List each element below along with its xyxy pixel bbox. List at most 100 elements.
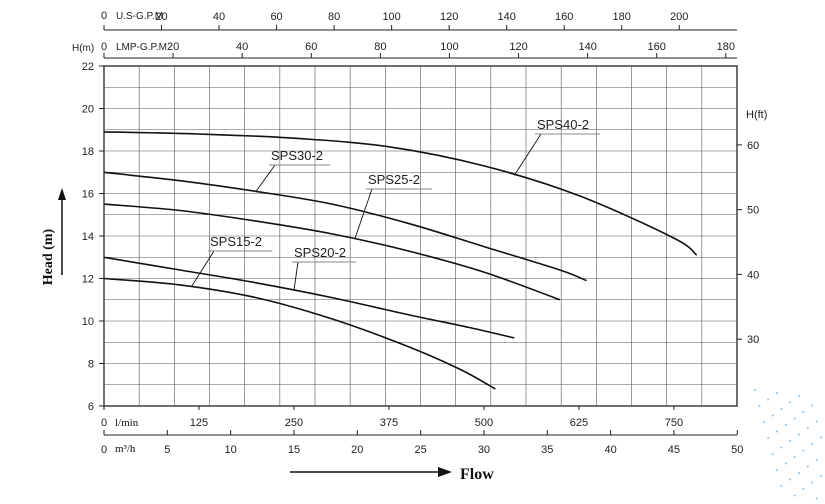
lmin-tick-label: 500 <box>475 417 493 429</box>
flow-arrow <box>290 467 452 477</box>
lmin-tick-label: 0 <box>101 417 107 429</box>
curve-labels: SPS40-2 SPS30-2 SPS25-2 SPS20-2 SPS15-2 <box>191 117 600 291</box>
decor-dot <box>811 481 814 484</box>
leader-line <box>293 261 299 291</box>
decor-dot <box>762 421 765 423</box>
y-tick-label: 16 <box>82 189 94 201</box>
lmp-gpm-tick-label: 100 <box>440 41 458 53</box>
lmp-gpm-tick-label: 140 <box>578 41 596 53</box>
head-axis: 6 8 10 12 14 16 18 20 22 <box>82 61 104 413</box>
decor-dot <box>798 472 800 474</box>
y-tick-label: 14 <box>82 231 94 243</box>
y-axis-title: Head (m) <box>41 228 56 285</box>
m3h-tick-label: 35 <box>541 444 553 456</box>
lmp-gpm-tick-label: 40 <box>236 41 248 53</box>
m3h-tick-label: 45 <box>668 444 680 456</box>
y-tick-label: 18 <box>82 146 94 158</box>
curve-sps20-2 <box>103 256 515 339</box>
decorative-dots <box>754 389 822 500</box>
us-gpm-tick-label: 40 <box>213 11 225 23</box>
grid <box>103 65 738 407</box>
lmp-gpm-tick-label: 80 <box>374 41 386 53</box>
decor-dot <box>789 401 792 404</box>
left-axis-title: H(m) <box>72 43 94 54</box>
leader-line <box>354 188 373 240</box>
decor-dot <box>802 411 805 413</box>
top-axes: 0 20 40 60 80 100 120 140 160 180 200 U.S-G.P.M 0 20 4… <box>101 10 737 59</box>
decor-dot <box>784 462 787 465</box>
lmp-gpm-tick-label: 180 <box>717 41 735 53</box>
decor-dot <box>815 459 818 461</box>
us-gpm-tick-label: 200 <box>670 11 688 23</box>
curve-label-sps40-2: SPS40-2 <box>537 117 589 132</box>
decor-dot <box>806 465 809 468</box>
lmin-axis-name: l/min <box>115 417 139 429</box>
leader-line <box>191 250 215 288</box>
us-gpm-tick-label: 180 <box>613 11 631 23</box>
y-tick-label: 22 <box>82 61 94 73</box>
decor-dot <box>767 437 770 439</box>
decor-dot <box>802 488 805 490</box>
ft-tick-label: 40 <box>747 269 759 281</box>
us-gpm-tick-label: 80 <box>328 11 340 23</box>
right-axis-title: H(ft) <box>746 109 767 121</box>
m3h-tick-label: 30 <box>478 444 490 456</box>
decor-dot <box>793 494 796 497</box>
y-tick-label: 12 <box>82 274 94 286</box>
m3h-tick-label: 5 <box>164 444 170 456</box>
ft-tick-label: 60 <box>747 140 759 152</box>
m3h-tick-label: 20 <box>351 444 363 456</box>
decor-dot <box>789 478 792 481</box>
decor-dot <box>793 417 796 420</box>
decor-dot <box>798 395 800 397</box>
lmin-tick-label: 125 <box>190 417 208 429</box>
m3h-tick-label: 10 <box>225 444 237 456</box>
y-tick-label: 20 <box>82 104 94 116</box>
lmin-tick-label: 625 <box>570 417 588 429</box>
decor-dot <box>793 456 796 458</box>
curve-layer <box>103 131 698 390</box>
y-tick-label: 8 <box>88 359 94 371</box>
decor-dot <box>806 427 809 429</box>
decor-dot <box>771 414 774 417</box>
curve-sps15-2 <box>103 277 496 390</box>
bottom-axes: 0 125 250 375 500 625 750 l/min 0 5 10 15 20 25 30 35 40… <box>101 406 743 456</box>
lmp-gpm-tick-label: 60 <box>305 41 317 53</box>
y-tick-label: 6 <box>88 401 94 413</box>
curve-sps25-2 <box>103 203 561 301</box>
us-gpm-axis-name: U.S-G.P.M <box>116 11 163 22</box>
m3h-tick-label: 50 <box>731 444 743 456</box>
decor-dot <box>767 398 770 401</box>
lmp-gpm-tick-label: 0 <box>101 41 107 53</box>
decor-dot <box>815 420 818 423</box>
curve-label-sps20-2: SPS20-2 <box>294 245 346 260</box>
us-gpm-tick-label: 20 <box>155 11 167 23</box>
decor-dot <box>820 475 822 477</box>
us-gpm-tick-label: 120 <box>440 11 458 23</box>
decor-dot <box>780 408 783 410</box>
decor-dot <box>771 453 774 455</box>
curve-label-sps25-2: SPS25-2 <box>368 172 420 187</box>
curve-label-sps15-2: SPS15-2 <box>210 234 262 249</box>
leader-line <box>513 133 542 176</box>
decor-dot <box>776 430 778 433</box>
curve-sps40-2 <box>103 131 698 256</box>
decor-dot <box>784 424 787 426</box>
x-axis-title: Flow <box>460 466 494 483</box>
us-gpm-tick-label: 160 <box>555 11 573 23</box>
decor-dot <box>811 443 814 445</box>
ft-tick-label: 30 <box>747 334 759 346</box>
lmin-tick-label: 750 <box>665 417 683 429</box>
m3h-tick-label: 40 <box>604 444 616 456</box>
decor-dot <box>815 497 818 500</box>
decor-dot <box>754 389 756 391</box>
lmin-tick-label: 375 <box>380 417 398 429</box>
decor-dot <box>798 433 800 436</box>
lmp-gpm-tick-label: 20 <box>167 41 179 53</box>
curve-label-sps30-2: SPS30-2 <box>271 148 323 163</box>
m3h-axis-name: m³/h <box>115 443 136 455</box>
y-axis-arrow <box>58 188 66 275</box>
decor-dot <box>758 405 761 407</box>
decor-dot <box>776 392 778 394</box>
decor-dot <box>780 446 783 449</box>
